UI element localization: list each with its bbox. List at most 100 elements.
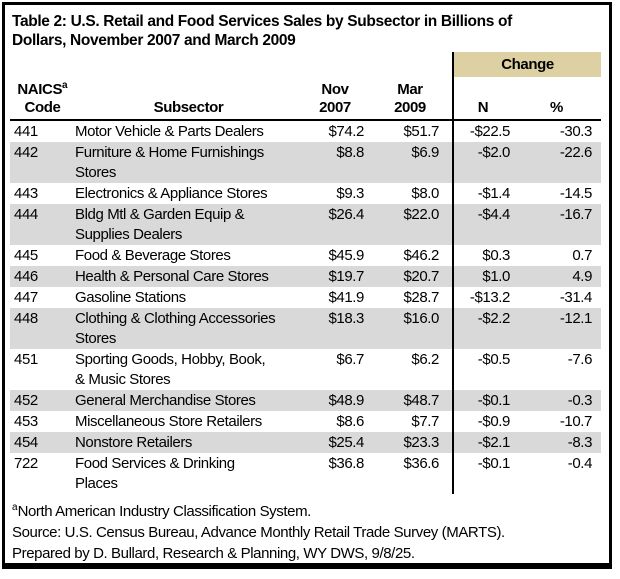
- table-row: 451 Sporting Goods, Hobby, Book, & Music…: [10, 349, 601, 390]
- cell-naics-code: 447: [14, 289, 38, 306]
- header-naics-line: NAICSa: [17, 80, 68, 98]
- cell-mar-2009: $36.6: [403, 455, 439, 472]
- cell-subsector: Nonstore Retailers: [75, 432, 302, 453]
- cell-naics-code: 452: [10, 390, 75, 411]
- cell-naics-code: 451: [14, 351, 38, 368]
- table-row: 442 Furniture & Home Furnishings Stores …: [10, 142, 602, 183]
- cell-mar-2009: $28.7: [403, 289, 439, 306]
- cell-naics-code: 448: [10, 308, 75, 349]
- table-body: 441 Motor Vehicle & Parts Dealers $74.2 …: [10, 120, 602, 494]
- cell-change-pct: -12.1: [512, 308, 602, 349]
- cell-nov-2007: $26.4: [302, 204, 368, 245]
- cell-nov-2007: $19.7: [302, 266, 368, 287]
- cell-change-n: $0.3: [452, 245, 512, 266]
- cell-subsector: Electronics & Appliance Stores: [75, 185, 268, 202]
- cell-nov-2007: $74.2: [328, 123, 364, 140]
- table-title: Table 2: U.S. Retail and Food Services S…: [12, 13, 512, 49]
- cell-nov-2007: $8.8: [302, 142, 368, 183]
- cell-subsector: Furniture & Home Furnishings Stores: [75, 142, 302, 183]
- cell-change-pct: 0.7: [572, 247, 593, 264]
- change-header-spacer: [10, 52, 453, 77]
- cell-change-n: -$22.5: [452, 120, 512, 142]
- table-row: 444 Bldg Mtl & Garden Equip & Supplies D…: [10, 204, 602, 245]
- cell-subsector: Bldg Mtl & Garden Equip & Supplies Deale…: [75, 204, 302, 245]
- cell-change-pct: -16.7: [512, 204, 602, 245]
- cell-mar-2009: $8.0: [411, 185, 439, 202]
- cell-naics-code: 442: [10, 142, 75, 183]
- cell-change-pct: -31.4: [559, 289, 593, 306]
- cell-change-pct: -10.7: [559, 413, 593, 430]
- cell-change-n: -$0.9: [452, 411, 512, 432]
- cell-change-n: $1.0: [452, 266, 512, 287]
- cell-naics-code: 441: [14, 123, 38, 140]
- cell-change-pct: -7.6: [567, 351, 593, 368]
- cell-nov-2007: $45.9: [328, 247, 364, 264]
- footnote-superscript: a: [12, 502, 18, 513]
- cell-nov-2007: $25.4: [302, 432, 368, 453]
- cell-mar-2009: $22.0: [368, 204, 453, 245]
- table-row: 452 General Merchandise Stores $48.9 $48…: [10, 390, 602, 411]
- cell-naics-code: 444: [10, 204, 75, 245]
- cell-change-n: -$2.0: [452, 142, 512, 183]
- cell-mar-2009: $20.7: [368, 266, 453, 287]
- table-row: 446 Health & Personal Care Stores $19.7 …: [10, 266, 602, 287]
- cell-subsector: Sporting Goods, Hobby, Book, & Music Sto…: [75, 351, 266, 388]
- cell-naics-code: 443: [14, 185, 38, 202]
- retail-sales-table: Change NAICSa Code Subsector Nov 2007 Ma…: [10, 52, 602, 494]
- cell-change-pct: -0.4: [567, 455, 593, 472]
- cell-change-n: -$2.1: [452, 432, 512, 453]
- cell-naics-code: 454: [10, 432, 75, 453]
- cell-change-pct: 4.9: [512, 266, 602, 287]
- cell-change-pct: -8.3: [512, 432, 602, 453]
- table-row: 445 Food & Beverage Stores $45.9 $46.2 $…: [10, 245, 601, 266]
- cell-mar-2009: $23.3: [368, 432, 453, 453]
- cell-nov-2007: $9.3: [336, 185, 364, 202]
- cell-naics-code: 446: [10, 266, 75, 287]
- cell-change-n: -$4.4: [452, 204, 512, 245]
- cell-change-n: -$1.4: [452, 183, 512, 204]
- table-row: 441 Motor Vehicle & Parts Dealers $74.2 …: [10, 120, 601, 142]
- cell-subsector: Gasoline Stations: [75, 289, 186, 306]
- cell-mar-2009: $51.7: [403, 123, 439, 140]
- naics-superscript: a: [62, 80, 68, 91]
- cell-nov-2007: $18.3: [302, 308, 368, 349]
- table-row: 448 Clothing & Clothing Accessories Stor…: [10, 308, 602, 349]
- change-header-row: Change: [10, 52, 602, 77]
- cell-naics-code: 453: [14, 413, 38, 430]
- cell-change-pct: -0.3: [512, 390, 602, 411]
- footnote-prepared: Prepared by D. Bullard, Research & Plann…: [12, 545, 415, 562]
- cell-mar-2009: $6.9: [368, 142, 453, 183]
- cell-subsector: Miscellaneous Store Retailers: [75, 413, 262, 430]
- cell-change-n: -$2.2: [452, 308, 512, 349]
- cell-nov-2007: $41.9: [328, 289, 364, 306]
- cell-change-pct: -30.3: [559, 123, 593, 140]
- cell-nov-2007: $48.9: [302, 390, 368, 411]
- cell-naics-code: 722: [14, 455, 38, 472]
- footnote-source: Source: U.S. Census Bureau, Advance Mont…: [12, 524, 505, 541]
- cell-change-n: -$13.2: [452, 287, 512, 308]
- footnotes: aNorth American Industry Classification …: [12, 497, 601, 564]
- table-row: 454 Nonstore Retailers $25.4 $23.3 -$2.1…: [10, 432, 602, 453]
- cell-change-n: -$0.1: [452, 453, 512, 494]
- table-row: 722 Food Services & Drinking Places $36.…: [10, 453, 601, 494]
- cell-nov-2007: $6.7: [336, 351, 364, 368]
- header-subsector: Subsector: [75, 77, 302, 121]
- cell-subsector: General Merchandise Stores: [75, 390, 302, 411]
- cell-subsector: Health & Personal Care Stores: [75, 266, 302, 287]
- cell-change-n: -$0.5: [452, 349, 512, 390]
- table-row: 443 Electronics & Appliance Stores $9.3 …: [10, 183, 601, 204]
- cell-mar-2009: $46.2: [403, 247, 439, 264]
- cell-nov-2007: $8.6: [336, 413, 364, 430]
- cell-subsector: Motor Vehicle & Parts Dealers: [75, 123, 264, 140]
- cell-change-n: -$0.1: [452, 390, 512, 411]
- header-change-n: N: [452, 77, 512, 121]
- cell-subsector: Food Services & Drinking Places: [75, 455, 235, 492]
- cell-subsector: Food & Beverage Stores: [75, 247, 231, 264]
- footnote-naics: aNorth American Industry Classification …: [12, 502, 311, 520]
- change-header-label: Change: [451, 52, 602, 77]
- column-header-row: NAICSa Code Subsector Nov 2007 Mar 2009 …: [10, 77, 602, 121]
- table-row: 453 Miscellaneous Store Retailers $8.6 $…: [10, 411, 601, 432]
- cell-mar-2009: $16.0: [368, 308, 453, 349]
- cell-mar-2009: $6.2: [411, 351, 439, 368]
- cell-naics-code: 445: [14, 247, 38, 264]
